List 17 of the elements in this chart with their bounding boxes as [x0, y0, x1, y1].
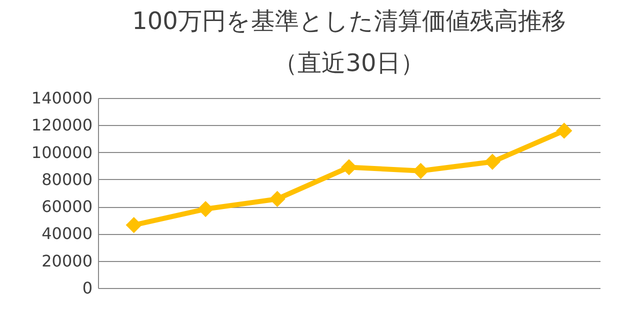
y-tick-label: 20000 [42, 251, 92, 270]
point [556, 122, 572, 139]
y-tick-label: 140000 [31, 88, 92, 108]
y-tick-label: 60000 [42, 197, 92, 216]
y-tick-label: 100000 [31, 142, 92, 162]
point [198, 200, 214, 218]
point [484, 154, 500, 170]
point [340, 159, 358, 176]
y-tick-label: 40000 [42, 224, 92, 244]
point [269, 190, 286, 208]
text: 100万円を基準とした清算価値残高推移 [132, 7, 566, 35]
text: （直近30日） [274, 49, 424, 77]
y-tick-label: 120000 [31, 116, 92, 135]
y-tick-label: 80000 [42, 170, 92, 189]
y-tick-label: 0 [82, 278, 92, 298]
point [126, 216, 142, 234]
point [412, 162, 429, 179]
